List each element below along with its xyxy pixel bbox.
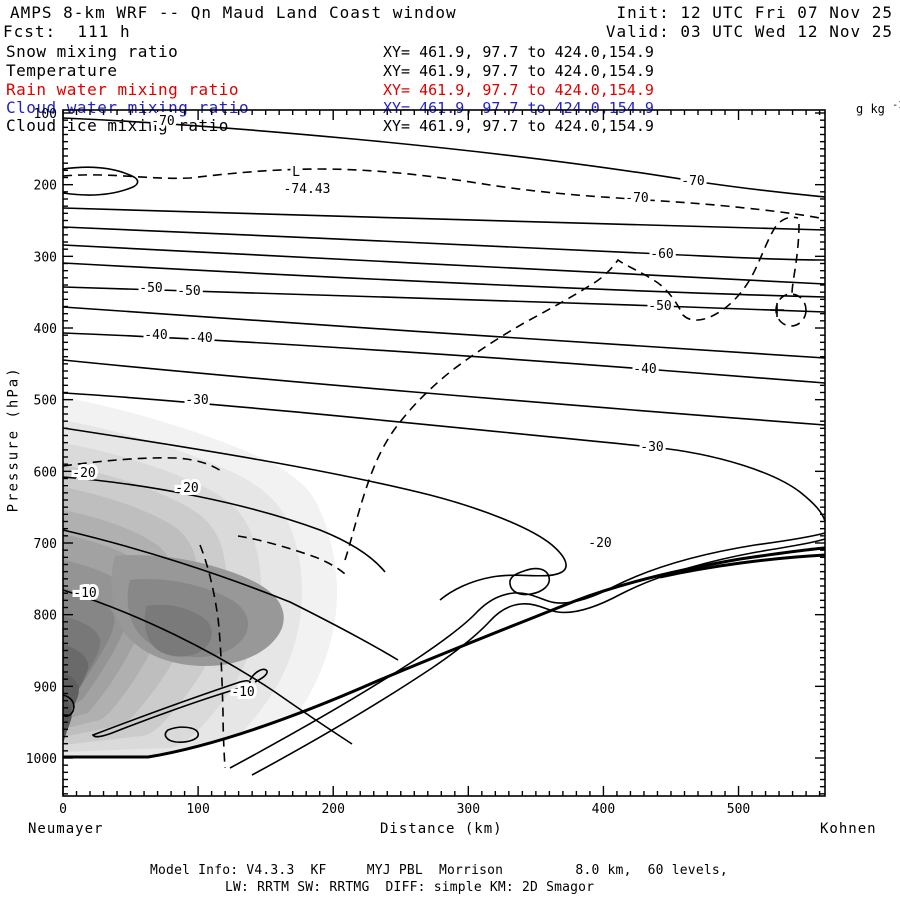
field-xy-snow: XY= 461.9, 97.7 to 424.0,154.9 [383, 43, 654, 61]
colorbar-tick-label: .18 [857, 0, 880, 4]
y-tick-label: 200 [34, 179, 57, 194]
dashed-contour-74 [62, 168, 826, 220]
colorbar-tick-label: .04 [857, 0, 881, 4]
contour-label: -70 [625, 191, 648, 206]
colorbar-tick-label: .1 [857, 0, 873, 4]
dashed-contour-meander [344, 216, 799, 561]
y-tick-label: 100 [34, 107, 57, 122]
y-tick-label: 400 [34, 322, 57, 337]
station-right: Kohnen [820, 821, 877, 837]
x-tick-label: 300 [457, 802, 480, 817]
init-time: Init: 12 UTC Fri 07 Nov 25 [616, 3, 893, 22]
colorbar-units: g kg -1 [856, 100, 900, 116]
contour-label: -20 [175, 481, 198, 496]
snow-shading-field [63, 397, 338, 774]
station-left: Neumayer [28, 821, 104, 837]
field-xy-rain: XY= 461.9, 97.7 to 424.0,154.9 [383, 81, 654, 99]
x-tick-label: 0 [59, 802, 67, 817]
plot-title: AMPS 8-km WRF -- Qn Maud Land Coast wind… [10, 3, 457, 22]
contour-label: L [292, 165, 300, 180]
contour-label: -20 [72, 466, 95, 481]
forecast-hour: Fcst: 111 h [3, 22, 131, 41]
x-tick-label: 100 [186, 802, 209, 817]
field-label-cloudwater: Cloud water mixing ratio [6, 98, 250, 117]
contour-label: -40 [633, 362, 656, 377]
y-tick-label: 600 [34, 465, 57, 480]
x-tick-label: 200 [321, 802, 344, 817]
surface-terrain-line [63, 546, 826, 759]
field-xy-temp: XY= 461.9, 97.7 to 424.0,154.9 [383, 62, 654, 80]
contour-label: -70 [681, 174, 704, 189]
contour-label: -30 [640, 440, 663, 455]
field-label-temp: Temperature [6, 61, 118, 80]
colorbar-tick-label: .12 [857, 0, 880, 4]
plot-frame [62, 109, 826, 797]
field-xy-cloudice: XY= 461.9, 97.7 to 424.0,154.9 [383, 117, 654, 135]
valid-time: Valid: 03 UTC Wed 12 Nov 25 [605, 22, 893, 41]
contour-labels: -70 -70 -70 L -74.43 -60 -50 -50 -50 -40 -40 -40 -30… [69, 111, 707, 703]
colorbar-tick-label: .16 [857, 0, 880, 4]
contour-label: -10 [73, 586, 96, 601]
contour-label: -40 [144, 328, 167, 343]
contour-label: -50 [139, 281, 162, 296]
contour-label: -74.43 [284, 182, 331, 197]
contour-label: -70 [151, 114, 174, 129]
y-tick-label: 500 [34, 394, 57, 409]
x-tick-label: 400 [592, 802, 615, 817]
colorbar: .02.04.06.08.1.12.14.16.18.2 g kg -1 [856, 0, 900, 116]
y-tick-label: 1000 [26, 752, 57, 767]
colorbar-tick-label: .2 [857, 0, 873, 4]
x-tick-label: 500 [727, 802, 750, 817]
field-label-rain: Rain water mixing ratio [6, 80, 240, 99]
dashed-contour-left [62, 457, 225, 474]
y-tick-label: 800 [34, 609, 57, 624]
contour-label: -30 [185, 393, 208, 408]
colorbar-tick-label: .02 [857, 0, 880, 4]
field-label-snow: Snow mixing ratio [6, 42, 179, 61]
contour-label: -40 [189, 331, 212, 346]
contour-label: -50 [177, 284, 200, 299]
model-info-line2: LW: RRTM SW: RRTMG DIFF: simple KM: 2D S… [225, 880, 595, 895]
y-tick-label: 300 [34, 250, 57, 265]
contour-label: -20 [588, 536, 611, 551]
x-axis-title: Distance (km) [380, 821, 503, 837]
contour-label: -10 [231, 685, 254, 700]
colorbar-tick-label: .06 [857, 0, 880, 4]
contour-label: -60 [650, 247, 673, 262]
model-info-line1: Model Info: V4.3.3 KF MYJ PBL Morrison 8… [150, 863, 728, 878]
contour-label: -50 [648, 299, 671, 314]
dashed-contour-link [237, 535, 346, 575]
colorbar-tick-label: .14 [857, 0, 881, 4]
dashed-contour-right-descender [791, 223, 800, 295]
temperature-contours [62, 117, 826, 776]
y-tick-label: 700 [34, 537, 57, 552]
axis-ticks: 0 100 200 300 400 500 100 200 300 400 500 600 700 800… [26, 107, 825, 817]
y-tick-label: 900 [34, 680, 57, 695]
below-ground-mask [63, 549, 825, 795]
colorbar-tick-label: .08 [857, 0, 880, 4]
